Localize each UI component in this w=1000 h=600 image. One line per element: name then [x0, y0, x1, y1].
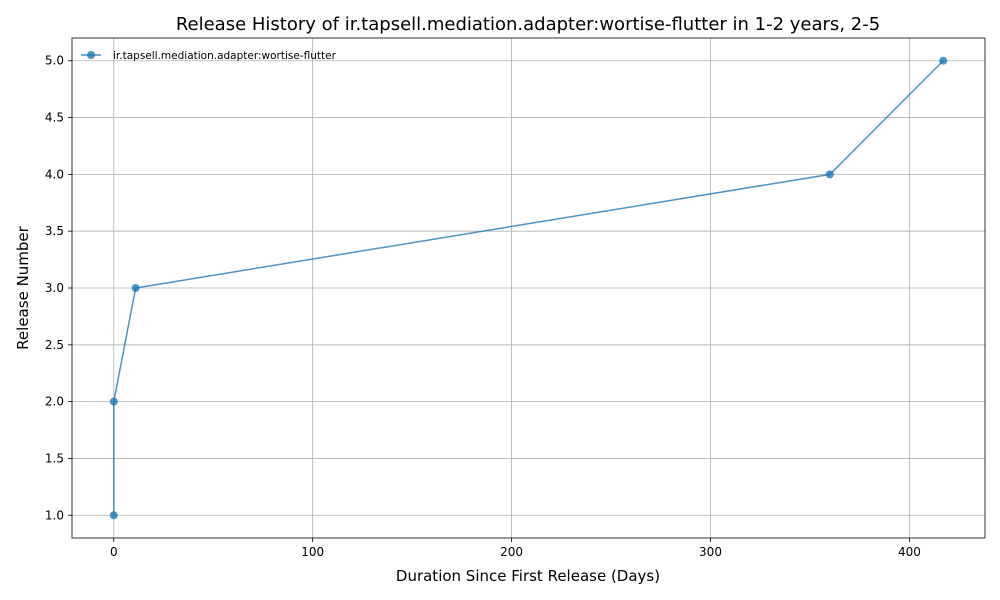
x-tick-label: 200: [500, 545, 523, 559]
x-tick-label: 100: [301, 545, 324, 559]
legend-label: ir.tapsell.mediation.adapter:wortise-flu…: [113, 50, 337, 62]
grid: [72, 38, 985, 538]
y-tick-label: 3.5: [45, 224, 64, 238]
y-tick-label: 2.5: [45, 338, 64, 352]
series-layer: [109, 56, 948, 520]
x-tick-label: 400: [898, 545, 921, 559]
data-point: [109, 511, 118, 520]
y-tick-label: 1.5: [45, 451, 64, 465]
x-tick-label: 300: [699, 545, 722, 559]
x-tick-label: 0: [110, 545, 118, 559]
y-axis: 1.0 1.5 2.0 2.5 3.0 3.5 4.0 4.5 5.0: [45, 54, 72, 522]
data-point: [109, 397, 118, 406]
data-point: [131, 284, 140, 292]
y-tick-label: 5.0: [45, 54, 64, 68]
y-tick-label: 1.0: [45, 508, 64, 522]
y-tick-label: 3.0: [45, 281, 64, 295]
data-point: [939, 56, 948, 65]
legend: ir.tapsell.mediation.adapter:wortise-flu…: [81, 50, 337, 62]
legend-marker: [87, 51, 95, 59]
y-axis-label: Release Number: [14, 225, 32, 349]
chart-title: Release History of ir.tapsell.mediation.…: [176, 14, 880, 35]
y-tick-label: 2.0: [45, 395, 64, 409]
y-tick-label: 4.5: [45, 111, 64, 125]
x-axis-label: Duration Since First Release (Days): [396, 567, 660, 585]
data-point: [825, 170, 834, 179]
x-axis: 0 100 200 300 400: [110, 538, 921, 559]
y-tick-label: 4.0: [45, 167, 64, 181]
